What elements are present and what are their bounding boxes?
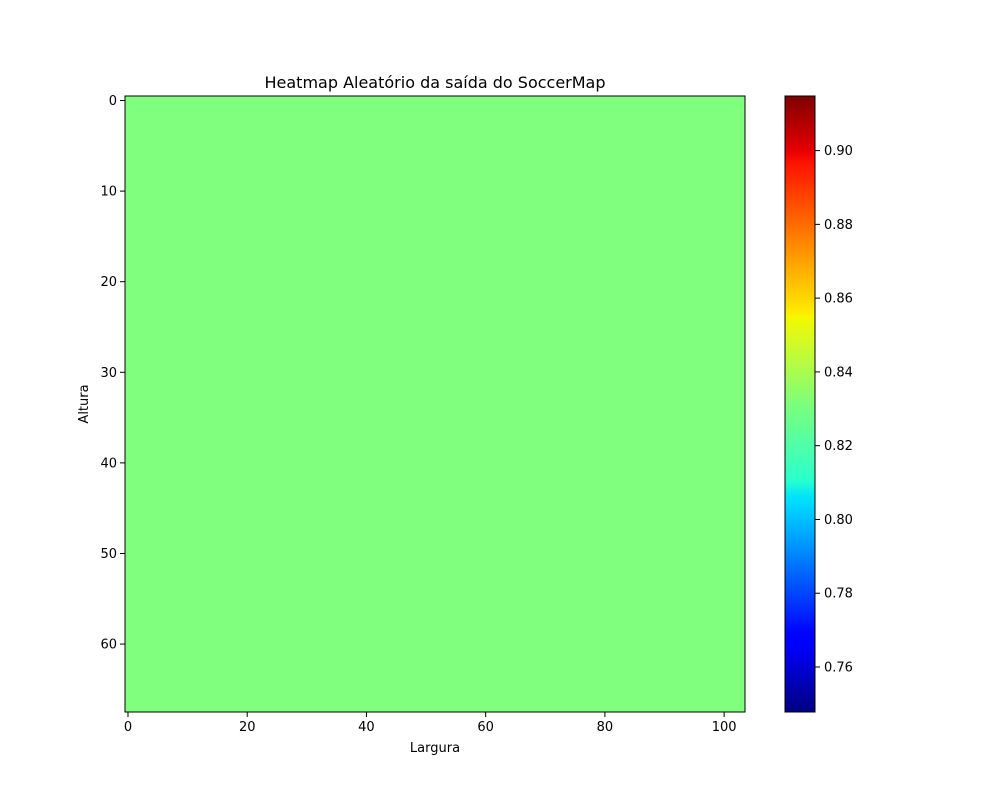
y-axis-label: Altura: [77, 384, 92, 423]
x-axis: 0 20 40 60 80 100: [124, 712, 737, 735]
colorbar-tick-label: 0.84: [824, 365, 853, 380]
x-tick-label: 80: [597, 720, 614, 735]
colorbar-tick-label: 0.88: [824, 218, 853, 233]
heatmap-cells: [125, 96, 745, 712]
x-tick-label: 20: [239, 720, 256, 735]
x-tick-label: 40: [358, 720, 375, 735]
colorbar-tick-label: 0.90: [824, 144, 853, 159]
colorbar-gradient: [785, 96, 815, 712]
x-tick-label: 0: [124, 720, 132, 735]
y-tick-label: 20: [100, 275, 117, 290]
colorbar-tick-label: 0.82: [824, 439, 853, 454]
x-axis-label: Largura: [410, 741, 460, 756]
x-tick-label: 60: [477, 720, 494, 735]
colorbar-tick-label: 0.80: [824, 513, 853, 528]
colorbar-ticks: 0.76 0.78 0.80 0.82 0.84 0.86 0.88 0.90: [815, 144, 853, 675]
plot-frame: [124, 95, 746, 713]
y-tick-label: 60: [100, 638, 117, 653]
chart-title: Heatmap Aleatório da saída do SoccerMap: [264, 73, 605, 92]
x-tick-label: 100: [712, 720, 737, 735]
colorbar-frame: [784, 95, 816, 713]
y-tick-label: 30: [100, 366, 117, 381]
colorbar-tick-label: 0.78: [824, 587, 853, 602]
y-tick-label: 0: [109, 94, 117, 109]
y-axis: 0 10 20 30 40 50 60: [100, 94, 125, 653]
y-tick-label: 40: [100, 456, 117, 471]
colorbar: 0.76 0.78 0.80 0.82 0.84 0.86 0.88 0.90: [784, 95, 853, 713]
colorbar-tick-label: 0.76: [824, 660, 853, 675]
y-tick-label: 10: [100, 185, 117, 200]
colorbar-tick-label: 0.86: [824, 292, 853, 307]
heatmap-area: 0 20 40 60 80 100 0 10 20 30 40 50 60: [100, 94, 746, 735]
y-tick-label: 50: [100, 547, 117, 562]
